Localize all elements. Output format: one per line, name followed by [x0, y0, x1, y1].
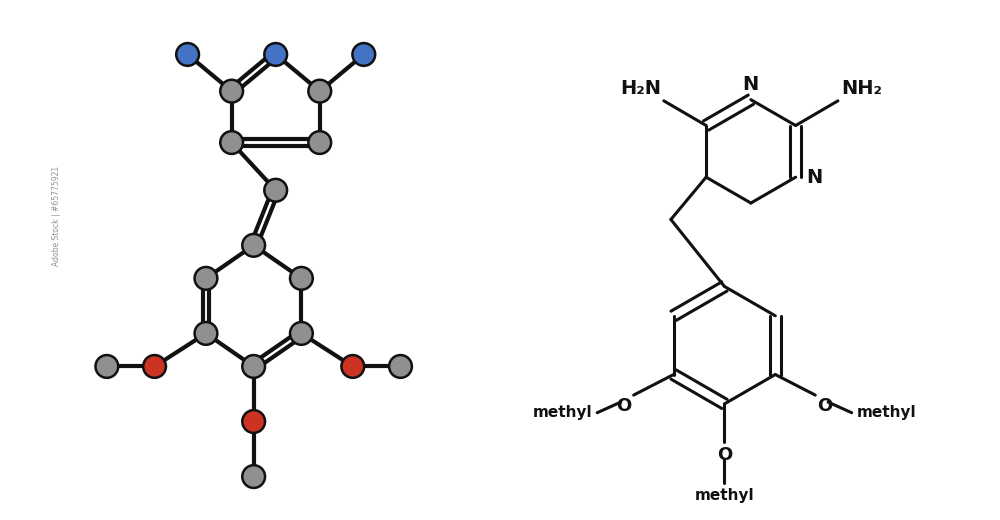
Circle shape: [176, 43, 199, 66]
Text: methyl: methyl: [533, 405, 593, 420]
Circle shape: [242, 465, 265, 488]
Circle shape: [264, 179, 287, 202]
Text: methyl: methyl: [856, 405, 916, 420]
Text: methyl: methyl: [854, 411, 859, 413]
Circle shape: [242, 355, 265, 378]
Circle shape: [195, 322, 217, 345]
Text: NH₂: NH₂: [841, 79, 882, 98]
Text: O: O: [616, 397, 631, 415]
Text: H₂N: H₂N: [620, 79, 661, 98]
Text: O: O: [717, 446, 732, 464]
Circle shape: [220, 80, 243, 102]
Circle shape: [308, 80, 331, 102]
Text: N: N: [743, 75, 759, 94]
Circle shape: [264, 43, 287, 66]
Text: Adobe Stock | #65775921: Adobe Stock | #65775921: [52, 166, 61, 266]
Circle shape: [290, 267, 313, 290]
Circle shape: [389, 355, 412, 378]
Text: O: O: [818, 397, 833, 415]
Circle shape: [352, 43, 375, 66]
Circle shape: [242, 234, 265, 257]
Circle shape: [341, 355, 364, 378]
Circle shape: [95, 355, 118, 378]
Circle shape: [220, 131, 243, 154]
Circle shape: [290, 322, 313, 345]
Text: methyl: methyl: [695, 488, 754, 503]
Circle shape: [143, 355, 166, 378]
Circle shape: [242, 410, 265, 433]
Circle shape: [308, 131, 331, 154]
Text: N: N: [806, 167, 822, 187]
Circle shape: [195, 267, 217, 290]
